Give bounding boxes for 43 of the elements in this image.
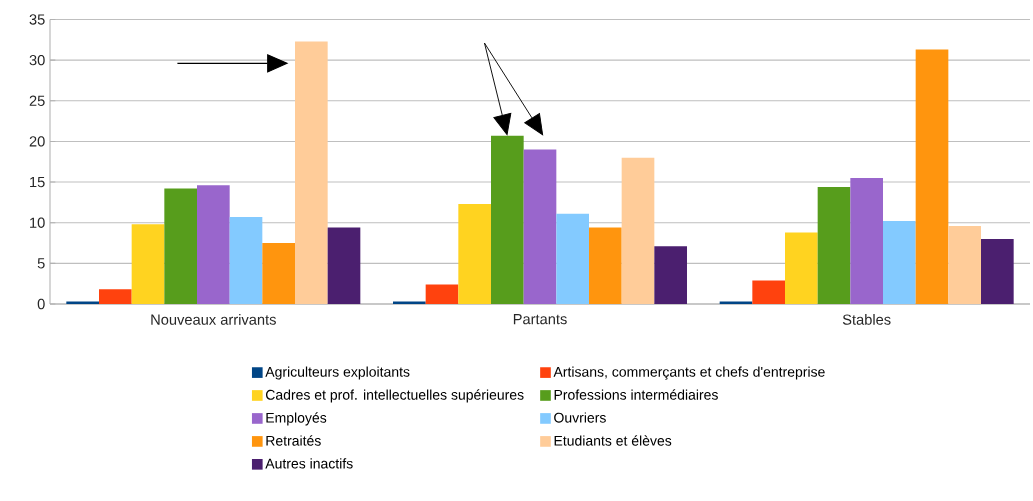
legend-label: Employés: [266, 412, 327, 426]
legend-label: Artisans, commerçants et chefs d'entreprise: [553, 366, 825, 380]
bar: [850, 178, 883, 304]
bar: [229, 217, 263, 304]
y-tick-label: 20: [29, 136, 45, 147]
x-tick-label: Nouveaux arrivants: [151, 314, 276, 325]
bar: [556, 213, 589, 304]
bar: [425, 284, 459, 304]
y-tick-label: 5: [37, 258, 45, 269]
y-tick-label: 0: [37, 298, 45, 310]
bar: [654, 246, 687, 304]
bar: [915, 49, 949, 304]
bar: [197, 185, 230, 304]
bar: [589, 227, 622, 304]
legend-label: Autres inactifs: [265, 458, 353, 469]
y-tick-label: 10: [30, 217, 45, 228]
bar: [131, 224, 165, 304]
legend-label: Cadres et prof. intellectuelles supérieures: [266, 389, 524, 403]
y-tick-label: 15: [30, 176, 45, 188]
bar: [948, 225, 981, 304]
y-tick-label: 35: [29, 14, 45, 25]
bar: [785, 232, 818, 304]
legend-label: Retraités: [266, 435, 321, 446]
bar: [262, 243, 295, 304]
bar: [327, 227, 361, 304]
y-tick-label: 25: [29, 95, 45, 106]
bar: [458, 204, 491, 304]
legend-label: Etudiants et élèves: [554, 435, 672, 446]
x-tick-label: Partants: [513, 314, 567, 325]
bar: [295, 41, 328, 304]
y-tick-label: 30: [29, 54, 45, 66]
bar: [817, 186, 851, 304]
bar: [752, 280, 786, 304]
bar: [883, 221, 916, 304]
bar: [981, 238, 1014, 304]
bar: [621, 157, 655, 304]
legend-label: Professions intermédiaires: [554, 389, 718, 400]
bar: [164, 188, 197, 304]
x-tick-label: Stables: [842, 314, 891, 325]
legend-label: Ouvriers: [554, 412, 606, 423]
bar: [99, 289, 132, 304]
bar: [523, 149, 557, 304]
legend-label: Agriculteurs exploitants: [265, 366, 410, 380]
